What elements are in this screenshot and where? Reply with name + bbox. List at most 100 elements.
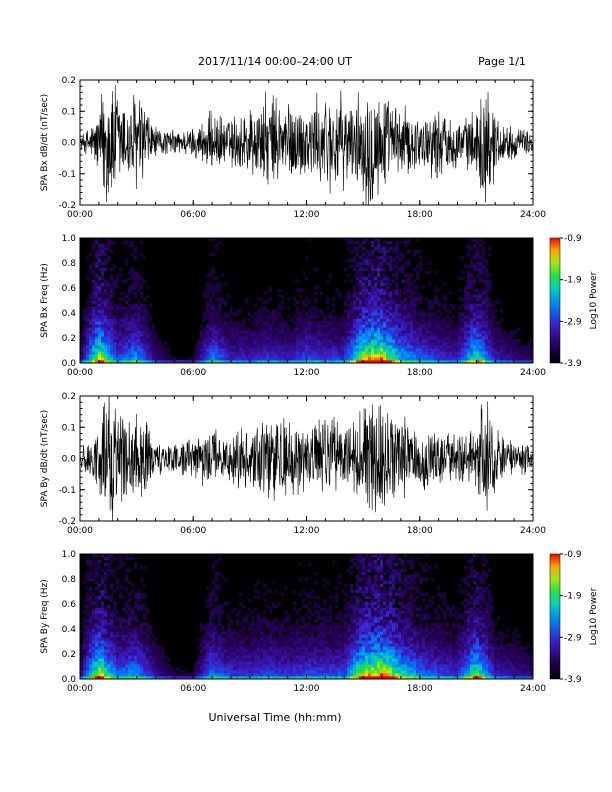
spectrogram-cell xyxy=(89,628,93,632)
spectrogram-cell xyxy=(230,661,234,665)
spectrogram-cell xyxy=(530,339,534,343)
spectrogram-cell xyxy=(446,324,450,328)
spectrogram-cell xyxy=(161,354,165,358)
spectrogram-cell xyxy=(431,333,435,337)
spectrogram-cell xyxy=(329,321,333,325)
spectrogram-cell xyxy=(497,327,501,331)
spectrogram-cell xyxy=(230,351,234,355)
spectrogram-cell xyxy=(287,676,291,680)
spectrogram-cell xyxy=(416,249,420,254)
spectrogram-cell xyxy=(80,339,84,343)
spectrogram-cell xyxy=(203,649,207,653)
spectrogram-cell xyxy=(230,309,234,313)
spectrogram-cell xyxy=(251,676,255,680)
spectrogram-cell xyxy=(125,327,129,331)
spectrogram-cell xyxy=(206,348,210,352)
spectrogram-cell xyxy=(233,652,237,656)
spectrogram-cell xyxy=(134,640,138,644)
spectrogram-cell xyxy=(149,673,153,677)
spectrogram-cell xyxy=(257,336,261,340)
spectrogram-cell xyxy=(110,583,114,588)
spectrogram-cell xyxy=(491,360,495,364)
spectrogram-cell xyxy=(461,330,465,334)
spectrogram-cell xyxy=(92,315,96,319)
spectrogram-cell xyxy=(149,664,153,668)
spectrogram-cell xyxy=(149,655,153,659)
spectrogram-cell xyxy=(209,351,213,355)
spectrogram-cell xyxy=(110,345,114,349)
spectrogram-cell xyxy=(431,321,435,325)
spectrogram-cell xyxy=(362,252,366,257)
spectrogram-cell xyxy=(155,658,159,662)
spectrogram-cell xyxy=(134,309,138,313)
spectrogram-cell xyxy=(440,327,444,331)
spectrogram-cell xyxy=(260,345,264,349)
spectrogram-cell xyxy=(260,351,264,355)
spectrogram-cell xyxy=(377,351,381,355)
spectrogram-cell xyxy=(338,333,342,337)
spectrogram-cell xyxy=(353,324,357,328)
spectrogram-cell xyxy=(398,354,402,358)
spectrogram-cell xyxy=(281,354,285,358)
spectrogram-cell xyxy=(467,345,471,349)
spectrogram-cell xyxy=(260,673,264,677)
spectrogram-cell xyxy=(233,342,237,346)
spectrogram-cell xyxy=(386,336,390,340)
spectrogram-cell xyxy=(311,357,315,361)
spectrogram-cell xyxy=(302,658,306,662)
spectrogram-cell xyxy=(251,315,255,319)
spectrogram-cell xyxy=(101,634,105,638)
spectrogram-cell xyxy=(266,324,270,328)
spectrogram-cell xyxy=(353,306,357,310)
spectrogram-cell xyxy=(410,282,414,286)
spectrogram-cell xyxy=(251,360,255,364)
spectrogram-cell xyxy=(98,327,102,331)
spectrogram-cell xyxy=(353,264,357,269)
spectrogram-cell xyxy=(137,658,141,662)
spectrogram-cell xyxy=(275,625,279,629)
spectrogram-cell xyxy=(470,342,474,346)
spectrogram-cell xyxy=(218,315,222,319)
spectrogram-cell xyxy=(398,318,402,322)
spectrogram-cell xyxy=(413,342,417,346)
spectrogram-cell xyxy=(371,303,375,307)
spectrogram-cell xyxy=(470,258,474,263)
spectrogram-cell xyxy=(128,592,132,596)
spectrogram-cell xyxy=(233,631,237,635)
y-tick-label: 0.0 xyxy=(62,359,77,369)
spectrogram-cell xyxy=(524,351,528,355)
spectrogram-cell xyxy=(395,306,399,310)
spectrogram-cell xyxy=(95,622,99,626)
spectrogram-cell xyxy=(338,345,342,349)
spectrogram-cell xyxy=(122,333,126,337)
spectrogram-cell xyxy=(338,357,342,361)
spectrogram-cell xyxy=(476,345,480,349)
spectrogram-cell xyxy=(404,240,408,245)
spectrogram-cell xyxy=(140,667,144,671)
spectrogram-cell xyxy=(347,240,351,245)
spectrogram-cell xyxy=(134,360,138,364)
spectrogram-cell xyxy=(344,324,348,328)
spectrogram-cell xyxy=(413,312,417,316)
spectrogram-cell xyxy=(206,586,210,591)
spectrogram-cell xyxy=(218,300,222,304)
spectrogram-cell xyxy=(392,327,396,331)
spectrogram-cell xyxy=(116,342,120,346)
spectrogram-cell xyxy=(119,339,123,343)
spectrogram-cell xyxy=(434,288,438,292)
spectrogram-cell xyxy=(410,330,414,334)
spectrogram-cell xyxy=(386,327,390,331)
spectrogram-cell xyxy=(194,348,198,352)
spectrogram-cell xyxy=(86,559,90,564)
spectrogram-cell xyxy=(149,625,153,629)
spectrogram-cell xyxy=(395,285,399,289)
spectrogram-cell xyxy=(323,339,327,343)
spectrogram-cell xyxy=(485,288,489,292)
spectrogram-cell xyxy=(119,595,123,599)
spectrogram-cell xyxy=(326,351,330,355)
spectrogram-cell xyxy=(155,655,159,659)
spectrogram-cell xyxy=(227,631,231,635)
spectrogram-cell xyxy=(212,291,216,295)
spectrogram-cell xyxy=(140,315,144,319)
spectrogram-cell xyxy=(470,285,474,289)
